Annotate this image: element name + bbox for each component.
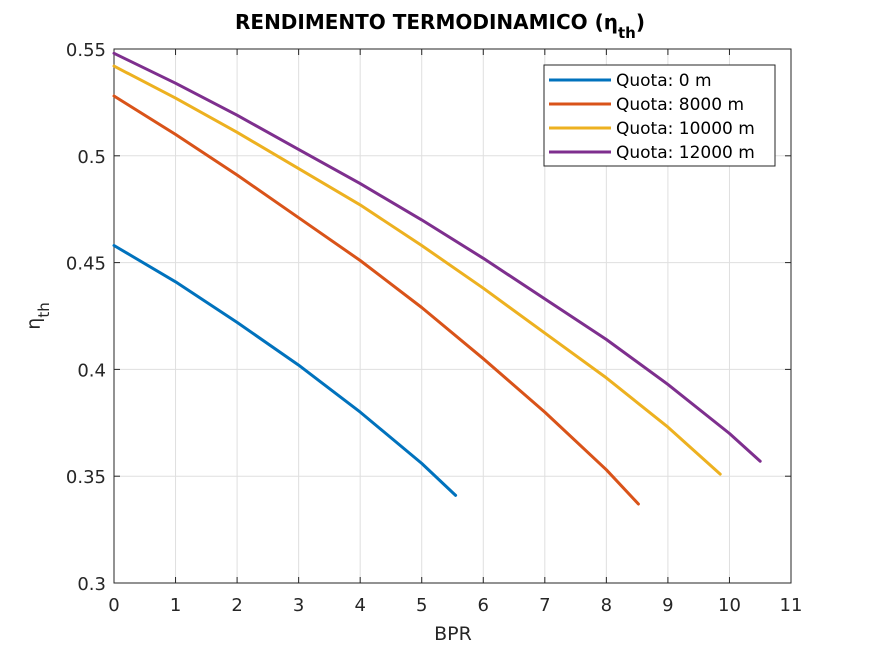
series-line [112,244,458,497]
series-lines [112,51,762,506]
legend-entry: Quota: 0 m [616,71,712,91]
x-tick-label: 5 [416,595,427,616]
x-tick-label: 0 [108,595,119,616]
y-tick-label: 0.5 [77,147,106,168]
chart-title: RENDIMENTO TERMODINAMICO (ηth) [235,10,645,42]
legend-box [543,64,776,167]
x-tick-label: 3 [293,595,304,616]
y-axis: 0.3 0.35 0.4 0.45 0.5 0.55 [66,40,791,595]
series-line [112,64,722,476]
x-tick-label: 4 [354,595,365,616]
legend-entry: Quota: 12000 m [616,143,755,163]
x-tick-label: 9 [662,595,673,616]
legend-entry: Quota: 8000 m [616,95,744,115]
y-tick-label: 0.3 [77,574,106,595]
x-tick-label: 7 [539,595,550,616]
x-tick-label: 2 [231,595,242,616]
y-tick-label: 0.55 [66,40,106,61]
x-axis-label: BPR [434,623,472,645]
legend: Quota: 0 m Quota: 8000 m Quota: 10000 m Quo… [543,64,776,167]
x-tick-label: 8 [601,595,612,616]
x-tick-label: 6 [478,595,489,616]
series-line [112,51,762,463]
y-axis-label: ηth [23,302,53,329]
legend-entry: Quota: 10000 m [616,119,755,139]
y-tick-label: 0.4 [77,360,106,381]
x-axis: 0 1 2 3 4 5 6 7 8 9 10 11 [108,49,802,616]
x-tick-label: 11 [780,595,803,616]
x-tick-label: 10 [718,595,741,616]
y-tick-label: 0.35 [66,467,106,488]
x-tick-label: 1 [170,595,181,616]
y-tick-label: 0.45 [66,254,106,275]
plot-area [113,48,792,584]
series-line [112,94,640,506]
